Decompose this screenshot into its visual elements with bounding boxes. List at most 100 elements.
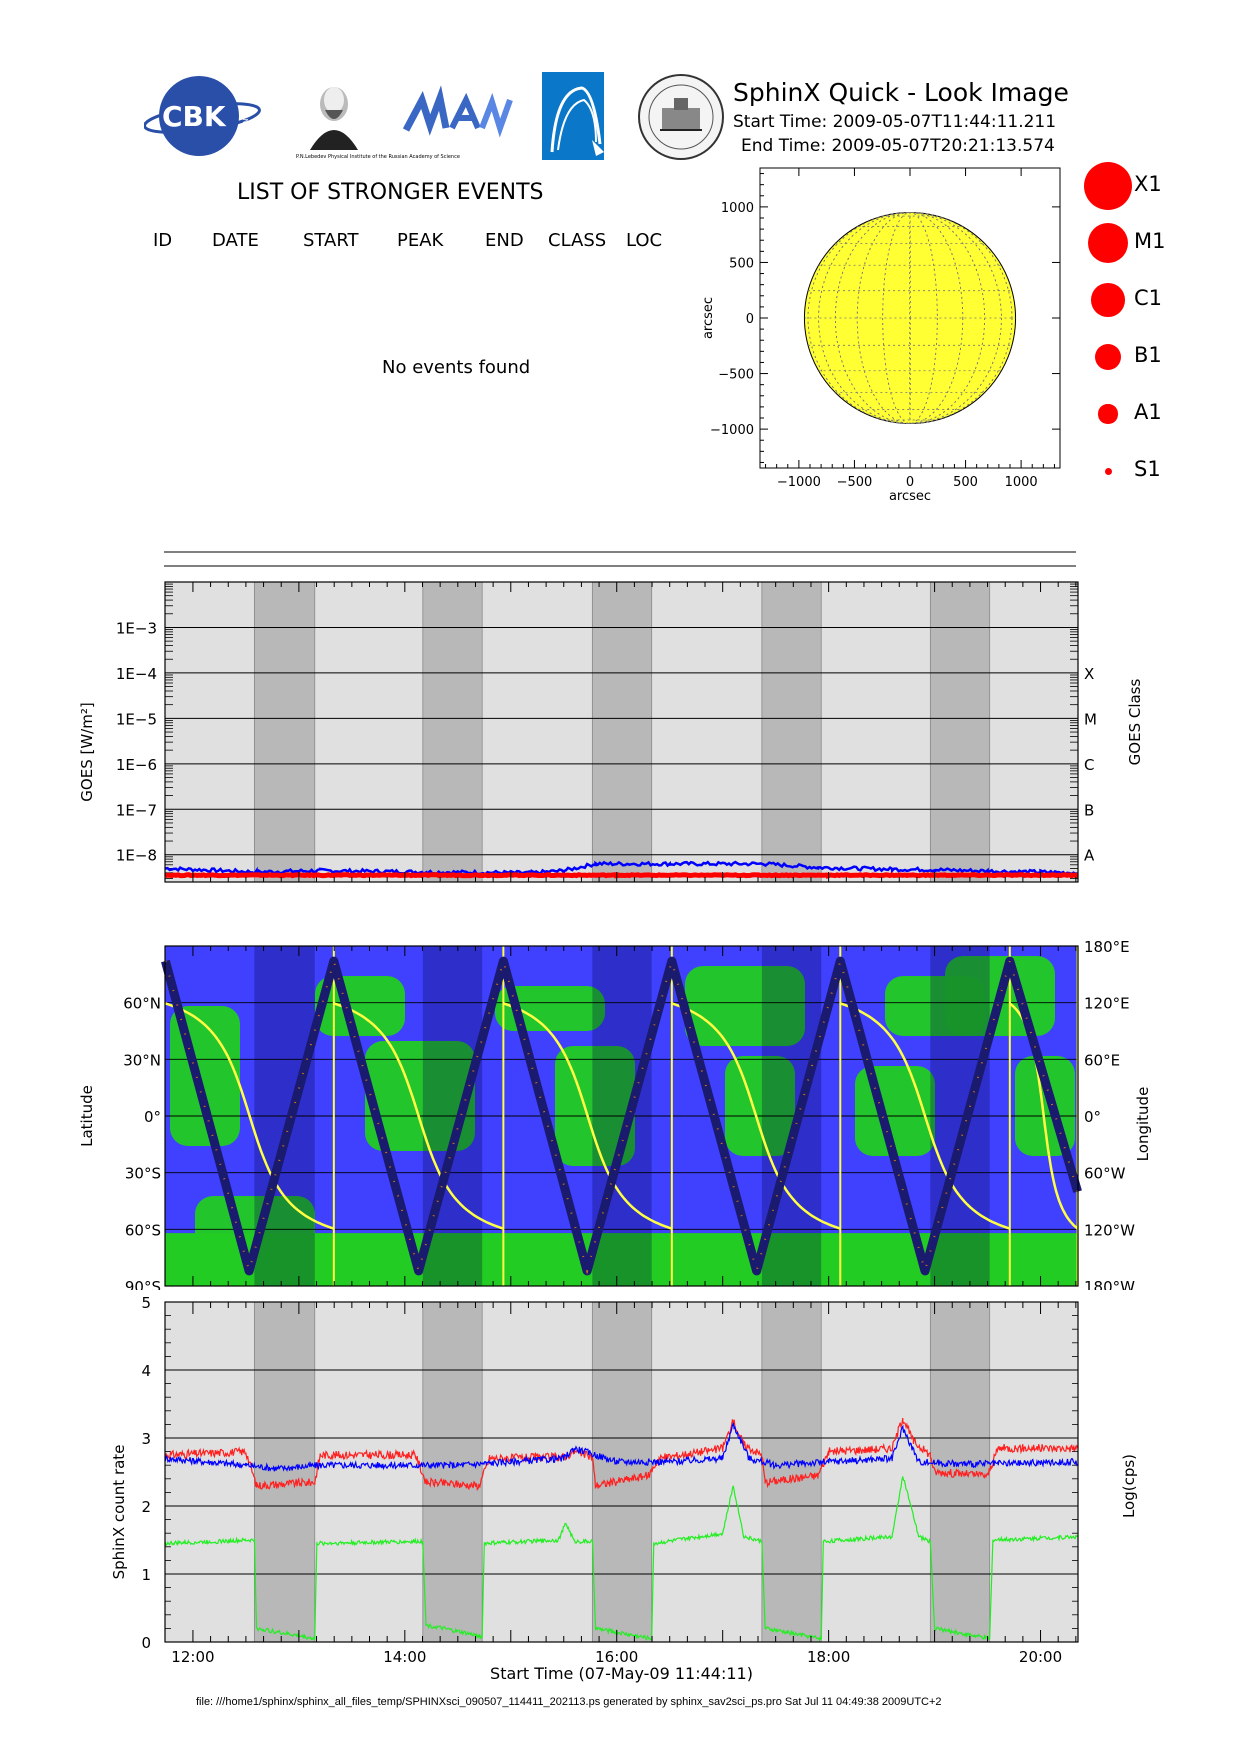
legend-label-b1: B1 bbox=[1134, 343, 1162, 367]
goes-series-short bbox=[164, 872, 1078, 879]
count-ytick-label: 0 bbox=[141, 1634, 151, 1652]
disk-ylabel: arcsec bbox=[701, 297, 716, 339]
lon-tick-label: 60°W bbox=[1084, 1165, 1126, 1183]
legend-dot-x1 bbox=[1084, 162, 1132, 210]
events-col-end: END bbox=[485, 230, 524, 251]
lebedev-logo: P.N.Lebedev Physical Institute of the Ru… bbox=[296, 87, 460, 160]
count-xtick-label: 14:00 bbox=[383, 1648, 426, 1666]
disk-xlabel: arcsec bbox=[889, 489, 931, 504]
count-frame bbox=[164, 1301, 1079, 1643]
legend-label-c1: C1 bbox=[1134, 286, 1163, 310]
legend-dot-m1 bbox=[1087, 222, 1129, 264]
disk-xtick-label: 0 bbox=[906, 475, 914, 490]
disk-ytick-label: 500 bbox=[729, 256, 754, 271]
lon-tick-label: 180°E bbox=[1084, 938, 1130, 956]
goes-ytick-label: 1E−5 bbox=[116, 710, 157, 728]
count-ylabel: SphinX count rate bbox=[110, 1445, 128, 1580]
goes-ytick-label: 1E−7 bbox=[116, 801, 157, 819]
legend-dot-s1 bbox=[1104, 467, 1112, 475]
goes-frame bbox=[164, 581, 1079, 883]
count-series-red bbox=[164, 1417, 1079, 1492]
lat-tick-label: 60°N bbox=[123, 995, 161, 1013]
goes-ylabel-right: GOES Class bbox=[1126, 678, 1144, 765]
footer-file-info: file: ///home1/sphinx/sphinx_all_files_t… bbox=[196, 1696, 942, 1708]
legend-dot-c1 bbox=[1091, 283, 1125, 317]
legend-label-m1: M1 bbox=[1134, 229, 1166, 253]
count-ylabel-right: Log(cps) bbox=[1120, 1454, 1138, 1518]
count-ytick-label: 4 bbox=[141, 1362, 151, 1380]
disk-longitude-line bbox=[882, 212, 938, 424]
orbit-map-plot: 60°N 30°N 0° 30°S 60°S 90°S 180°E 120°E 60°E 0° 60… bbox=[78, 938, 1152, 1290]
disk-ytick-label: −500 bbox=[718, 368, 754, 383]
goes-ytick-label: 1E−8 bbox=[116, 847, 157, 865]
eclipse-band bbox=[761, 1301, 822, 1643]
legend-dot-b1 bbox=[1094, 343, 1122, 371]
events-col-loc: LOC bbox=[626, 230, 663, 251]
cbk-logo-text: CBK bbox=[162, 100, 227, 133]
start-time: Start Time: 2009-05-07T11:44:11.211 bbox=[733, 112, 1057, 132]
disk-xtick-label: −1000 bbox=[777, 475, 821, 490]
mifi-logo bbox=[402, 85, 513, 138]
disk-xtick-label: −500 bbox=[837, 475, 873, 490]
count-ytick-label: 2 bbox=[141, 1498, 151, 1516]
events-col-id: ID bbox=[153, 230, 173, 251]
count-series-green bbox=[164, 1476, 1079, 1643]
longitude-curve bbox=[165, 1002, 1079, 1230]
count-ytick-label: 1 bbox=[141, 1566, 151, 1584]
legend-label-x1: X1 bbox=[1134, 172, 1162, 196]
events-col-peak: PEAK bbox=[397, 230, 444, 251]
goes-class-label: X bbox=[1084, 665, 1094, 683]
disk-grid bbox=[804, 212, 1016, 424]
eclipse-band bbox=[929, 581, 991, 883]
land-patch bbox=[365, 1041, 475, 1151]
disk-ytick-label: −1000 bbox=[710, 423, 754, 438]
goes-ytick-label: 1E−4 bbox=[116, 665, 157, 683]
events-col-date: DATE bbox=[212, 230, 259, 251]
eclipse-band bbox=[591, 1301, 653, 1643]
lebedev-caption: P.N.Lebedev Physical Institute of the Ru… bbox=[296, 154, 460, 160]
observatory-seal bbox=[638, 74, 724, 160]
lon-tick-label: 120°E bbox=[1084, 995, 1130, 1013]
events-title: LIST OF STRONGER EVENTS bbox=[237, 180, 544, 205]
disk-longitude-line bbox=[834, 212, 986, 424]
lat-tick-label: 60°S bbox=[125, 1221, 161, 1239]
goes-class-label: B bbox=[1084, 801, 1094, 819]
disk-longitude-line bbox=[807, 212, 1013, 424]
lat-tick-label: 30°S bbox=[125, 1165, 161, 1183]
count-xtick-label: 18:00 bbox=[807, 1648, 850, 1666]
logos-strip: CBK PAN P.N.Lebedev Physical Institute o… bbox=[144, 72, 604, 160]
eclipse-band bbox=[253, 1301, 316, 1643]
lon-tick-label: 180°W bbox=[1084, 1278, 1135, 1290]
lat-tick-label: 90°S bbox=[125, 1278, 161, 1290]
count-ytick-label: 3 bbox=[141, 1430, 151, 1448]
goes-flux-plot: 1E−3 1E−4 1E−5 1E−6 1E−7 1E−8 X M C B A GOES [W/m²]… bbox=[78, 581, 1144, 883]
lon-tick-label: 60°E bbox=[1084, 1051, 1120, 1069]
orbit-ylabel: Latitude bbox=[78, 1085, 96, 1147]
count-xtick-label: 20:00 bbox=[1019, 1648, 1062, 1666]
legend-label-a1: A1 bbox=[1134, 400, 1162, 424]
goes-class-label: M bbox=[1084, 710, 1097, 728]
orbit-ylabel-right: Longitude bbox=[1134, 1087, 1152, 1162]
goes-series-long bbox=[165, 860, 1079, 877]
comet-logo bbox=[542, 72, 604, 160]
eclipse-band bbox=[591, 581, 653, 883]
lat-tick-label: 30°N bbox=[123, 1051, 161, 1069]
page-title: SphinX Quick - Look Image bbox=[733, 78, 1069, 107]
count-xtick-label: 12:00 bbox=[171, 1648, 214, 1666]
legend-dot-a1 bbox=[1098, 404, 1118, 424]
goes-ytick-label: 1E−6 bbox=[116, 756, 157, 774]
disk-xtick-label: 1000 bbox=[1005, 475, 1038, 490]
eclipse-band bbox=[253, 581, 316, 883]
cbk-logo: CBK PAN bbox=[144, 76, 261, 156]
solar-disk-plot: −1000 −500 0 500 1000 −1000 −500 0 500 1000 arcsec… bbox=[701, 167, 1061, 504]
eclipse-band bbox=[422, 581, 483, 883]
goes-class-label: C bbox=[1084, 756, 1094, 774]
orbit-frame bbox=[164, 945, 1079, 1287]
events-empty-message: No events found bbox=[382, 357, 531, 378]
ground-track bbox=[161, 956, 1082, 1276]
goes-ylabel: GOES [W/m²] bbox=[78, 702, 96, 801]
goes-class-label: A bbox=[1084, 847, 1095, 865]
events-col-start: START bbox=[303, 230, 359, 251]
legend-label-s1: S1 bbox=[1134, 457, 1161, 481]
disk-longitude-line bbox=[856, 212, 964, 424]
